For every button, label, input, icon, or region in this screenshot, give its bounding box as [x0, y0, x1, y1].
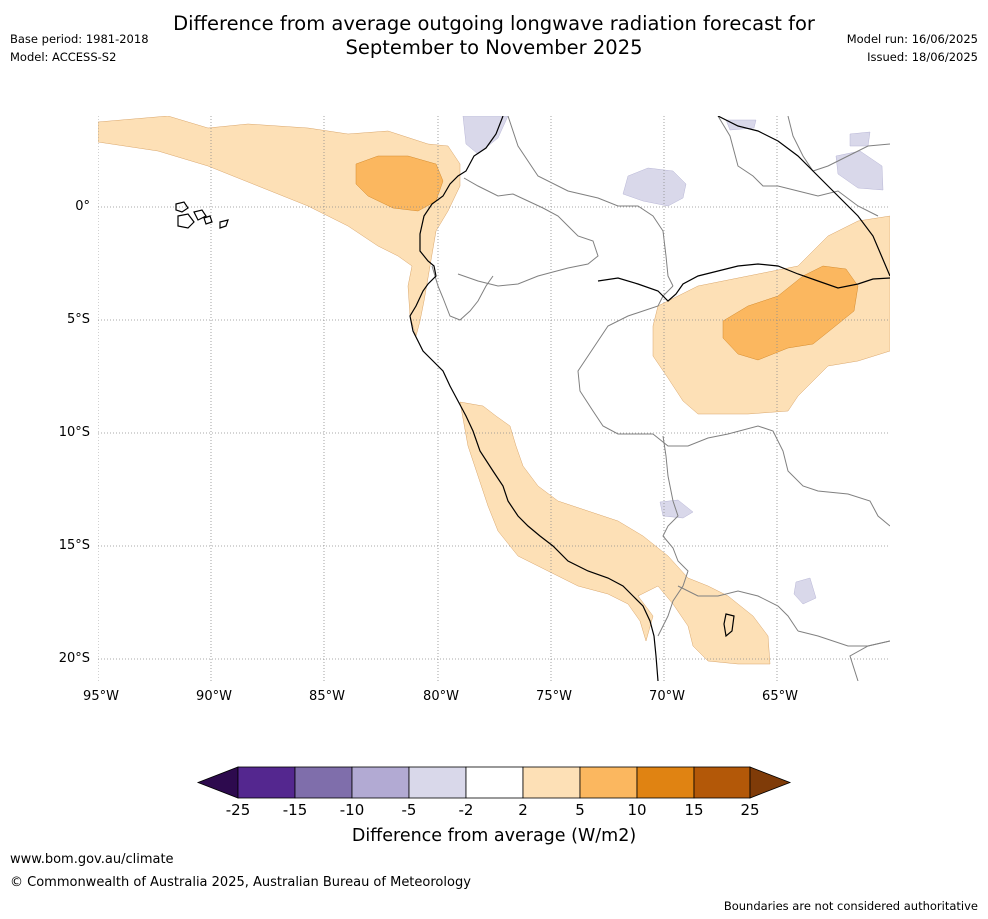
colorbar-tick-label: -15	[282, 801, 308, 819]
model-text: Model: ACCESS-S2	[10, 50, 117, 64]
bolivia-anomaly	[793, 577, 817, 605]
lat-label-20s: 20°S	[58, 651, 90, 666]
colorbar-under-arrow	[196, 766, 239, 799]
galapagos-island-4	[203, 215, 213, 225]
footer-note: Boundaries are not considered authoritat…	[723, 899, 978, 913]
galapagos-island-3	[193, 209, 207, 221]
lon-label-90w: 90°W	[196, 689, 232, 704]
base-period-text: Base period: 1981-2018	[10, 32, 149, 46]
peru-anomaly	[659, 499, 694, 519]
colorbar-svg	[196, 766, 792, 799]
pacific-coastline	[409, 116, 659, 681]
venezuela-anomaly	[622, 167, 687, 207]
lon-label-85w: 85°W	[309, 689, 345, 704]
brazil-north-border	[787, 116, 890, 172]
lat-label-15s: 15°S	[58, 538, 90, 553]
colorbar-bin-1	[237, 766, 296, 799]
lon-label-65w: 65°W	[762, 689, 798, 704]
colorbar-tick-label: 5	[575, 801, 585, 819]
galapagos-island-2	[177, 213, 195, 229]
chart-title: Difference from average outgoing longwav…	[0, 12, 988, 60]
map-panel	[98, 116, 890, 681]
colorbar-bin-6	[522, 766, 581, 799]
colorbar-tick-label: 15	[684, 801, 704, 819]
titicaca-lake	[723, 613, 735, 638]
lon-label-80w: 80°W	[423, 689, 459, 704]
rio-negro-river	[717, 116, 890, 277]
peru-brazil-border	[577, 285, 674, 435]
footer-copyright: © Commonwealth of Australia 2025, Austra…	[10, 875, 471, 890]
atlantic-anomaly-2	[849, 131, 871, 147]
equatorial-pacific-anomaly	[98, 116, 461, 337]
anomaly-lavender	[462, 116, 884, 605]
graticule	[98, 116, 890, 681]
anomaly-light-orange	[98, 116, 890, 665]
colorbar-tick-label: -25	[225, 801, 251, 819]
colorbar-tick-label: -10	[339, 801, 365, 819]
colorbar-tick-label: 2	[518, 801, 528, 819]
colorbar-bin-8	[636, 766, 695, 799]
amazon-core-anomaly	[722, 265, 859, 361]
lon-label-95w: 95°W	[83, 689, 119, 704]
colorbar-bin-3	[351, 766, 410, 799]
model-run-text: Model run: 16/06/2025	[846, 32, 978, 46]
title-line-1: Difference from average outgoing longwav…	[173, 12, 815, 35]
anomaly-medium-orange	[355, 155, 859, 361]
colorbar-bin-9	[693, 766, 751, 799]
colorbar-tick-label: -2	[458, 801, 474, 819]
andes-coastal-anomaly	[459, 401, 771, 665]
colorbar-bin-4	[408, 766, 467, 799]
metadata-right: Model run: 16/06/2025 Issued: 18/06/2025	[847, 30, 978, 66]
ecuador-peru-border	[431, 265, 494, 321]
amazon-river	[597, 263, 890, 302]
issued-text: Issued: 18/06/2025	[867, 50, 978, 64]
colorbar-bin-7	[579, 766, 638, 799]
atlantic-anomaly-3	[835, 150, 884, 191]
galapagos-island-1	[175, 201, 189, 213]
footer-url: www.bom.gov.au/climate	[10, 852, 174, 867]
metadata-left: Base period: 1981-2018 Model: ACCESS-S2	[10, 30, 149, 66]
venezuela-guyana-border	[717, 116, 879, 217]
peru-bolivia-border	[657, 435, 689, 637]
colorbar-tick-label: -5	[401, 801, 417, 819]
argentina-border	[849, 640, 890, 681]
coastlines	[175, 116, 890, 681]
colombia-venezuela-border	[507, 116, 674, 287]
colorbar-tick-label: 10	[627, 801, 647, 819]
map-canvas	[98, 116, 890, 681]
bolivia-chile-border	[677, 585, 799, 632]
title-line-2: September to November 2025	[345, 36, 643, 59]
lon-label-75w: 75°W	[536, 689, 572, 704]
lon-label-70w: 70°W	[649, 689, 685, 704]
colorbar-over-arrow	[749, 766, 792, 799]
country-boundaries	[431, 116, 890, 681]
colorbar-bin-5	[465, 766, 524, 799]
brazil-bolivia-border	[652, 425, 890, 527]
atlantic-anomaly-1	[725, 119, 757, 131]
colorbar	[196, 766, 792, 800]
galapagos-island-5	[219, 219, 229, 229]
colombia-ecuador-border	[457, 177, 599, 287]
colorbar-bin-2	[294, 766, 353, 799]
lat-label-10s: 10°S	[58, 425, 90, 440]
colorbar-title: Difference from average (W/m2)	[351, 826, 637, 846]
colorbar-tick-label: 25	[740, 801, 760, 819]
lat-label-0: 0°	[75, 199, 90, 214]
lat-label-5s: 5°S	[66, 312, 90, 327]
